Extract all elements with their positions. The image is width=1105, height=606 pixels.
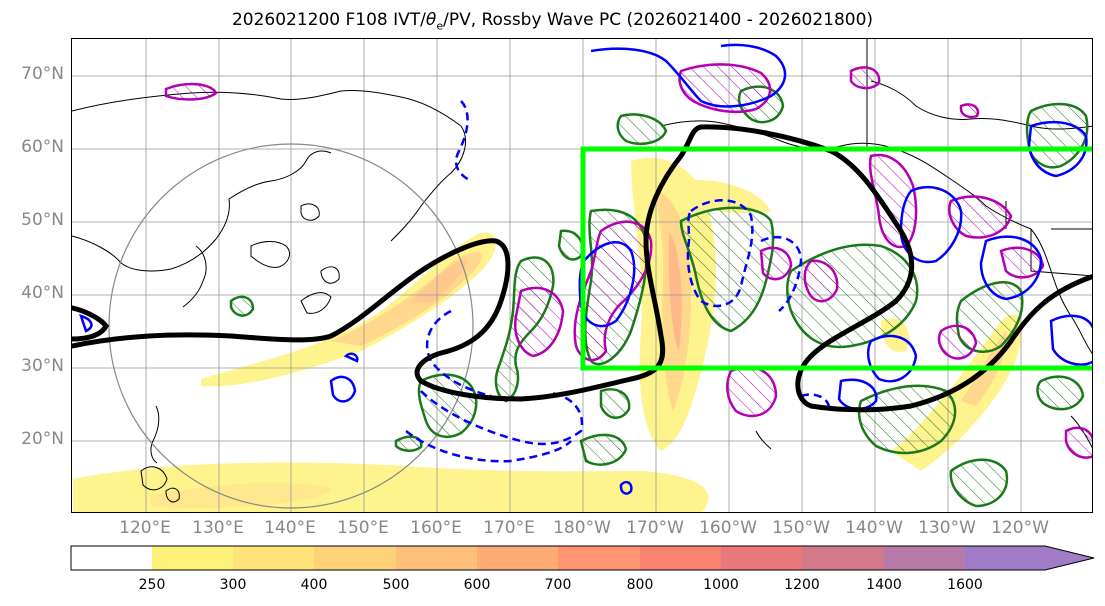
lon-label-150e: 150°E (337, 518, 389, 538)
map-canvas (72, 39, 1092, 512)
lon-label-180w: 180°W (553, 518, 611, 538)
lon-label-120w: 120°W (991, 518, 1049, 538)
colorbar-tick-1400: 1400 (866, 577, 902, 593)
colorbar-tick-1200: 1200 (784, 577, 820, 593)
rossby-wave-box (580, 146, 1092, 371)
great-circle-ring (108, 143, 474, 509)
lat-label-50: 50°N (21, 210, 64, 230)
colorbar (70, 545, 1096, 571)
lon-label-160e: 160°E (410, 518, 462, 538)
lon-label-140e: 140°E (264, 518, 316, 538)
colorbar-tick-600: 600 (463, 577, 491, 593)
colorbar-tick-700: 700 (544, 577, 572, 593)
colorbar-tick-500: 500 (382, 577, 410, 593)
lon-label-160w: 160°W (699, 518, 757, 538)
map-title: 2026021200 F108 IVT/θe/PV, Rossby Wave P… (231, 10, 874, 33)
lon-label-170w: 170°W (626, 518, 684, 538)
colorbar-tick-800: 800 (626, 577, 654, 593)
lon-label-140w: 140°W (845, 518, 903, 538)
theta-symbol: θ (425, 10, 437, 30)
map-panel (71, 38, 1093, 513)
colorbar-tick-1000: 1000 (703, 577, 739, 593)
colorbar-tick-1600: 1600 (947, 577, 983, 593)
lat-label-70: 70°N (21, 64, 64, 84)
colorbar-tick-250: 250 (138, 577, 166, 593)
pv-blue-contours (79, 43, 1092, 495)
lon-label-170e: 170°E (483, 518, 535, 538)
colorbar-tick-300: 300 (219, 577, 247, 593)
colorbar-icon (70, 545, 1095, 571)
lat-label-20: 20°N (21, 429, 64, 449)
lon-label-150w: 150°W (772, 518, 830, 538)
lat-label-30: 30°N (21, 356, 64, 376)
lat-label-60: 60°N (21, 137, 64, 157)
lon-label-130w: 130°W (918, 518, 976, 538)
theta-e-contours (72, 124, 1092, 413)
lat-label-40: 40°N (21, 283, 64, 303)
lon-label-120e: 120°E (119, 518, 171, 538)
colorbar-tick-400: 400 (300, 577, 328, 593)
lon-label-130e: 130°E (192, 518, 244, 538)
